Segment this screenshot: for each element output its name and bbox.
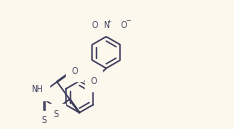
Text: S: S	[54, 110, 59, 119]
Text: O: O	[71, 67, 78, 76]
Text: N: N	[103, 21, 109, 30]
Text: O: O	[90, 76, 97, 86]
Text: NH: NH	[32, 85, 43, 94]
Text: −: −	[125, 18, 130, 24]
Text: +: +	[106, 19, 111, 24]
Text: S: S	[41, 116, 47, 125]
Text: O: O	[121, 21, 127, 30]
Text: O: O	[91, 21, 97, 30]
